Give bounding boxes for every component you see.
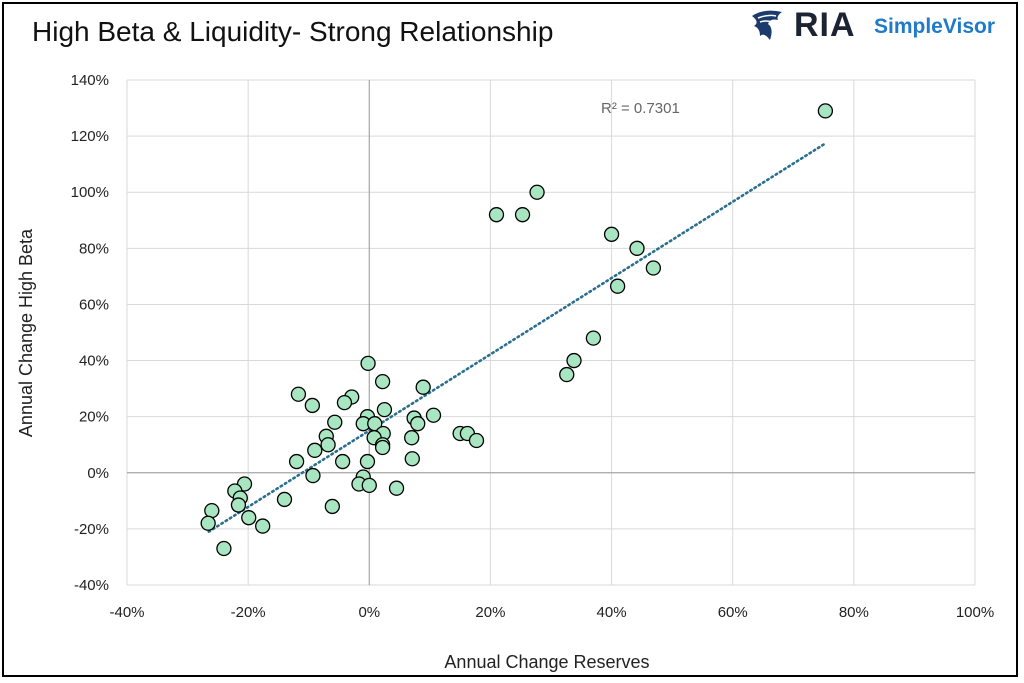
y-tick-label: 40%	[79, 353, 109, 370]
scatter-point	[376, 402, 393, 418]
scatter-point	[585, 330, 602, 346]
scatter-point	[216, 540, 232, 557]
scatter-point	[603, 226, 620, 242]
scatter-point	[415, 379, 431, 395]
scatter-point	[388, 480, 405, 496]
y-tick-label: 60%	[79, 296, 109, 313]
scatter-point	[514, 207, 531, 223]
y-tick-label: 140%	[71, 72, 109, 89]
scatter-point	[359, 453, 376, 470]
scatter-point	[559, 366, 575, 383]
x-tick-label: -40%	[109, 604, 144, 621]
scatter-point	[320, 437, 336, 453]
scatter-point	[200, 515, 216, 531]
y-tick-label: 100%	[71, 184, 109, 201]
grid-lines	[126, 79, 976, 586]
scatter-point	[645, 260, 662, 276]
x-axis-label: Annual Change Reserves	[444, 652, 649, 672]
scatter-point	[468, 432, 485, 449]
scatter-point	[404, 430, 420, 446]
scatter-point	[817, 103, 834, 119]
r-squared-label: R² = 0.7301	[601, 100, 680, 117]
trendline	[207, 143, 825, 533]
logo-ria-text: RIA	[794, 6, 856, 44]
x-tick-label: 20%	[475, 604, 505, 621]
scatter-point	[230, 497, 247, 513]
y-tick-label: 20%	[79, 409, 109, 426]
logo-simplevisor-text: SimpleVisor	[874, 15, 995, 38]
scatter-point	[361, 477, 377, 494]
eagle-logo-icon	[752, 10, 782, 40]
scatter-point	[529, 184, 545, 200]
x-tick-label: 80%	[839, 604, 869, 621]
scatter-point	[241, 510, 257, 526]
x-tick-label: 40%	[597, 604, 627, 621]
scatter-point	[609, 278, 626, 294]
y-tick-label: 120%	[71, 128, 109, 145]
scatter-point	[255, 518, 271, 534]
scatter-point	[629, 240, 645, 256]
scatter-point	[404, 451, 420, 467]
scatter-point	[327, 414, 343, 430]
ria-simplevisor-logo: RIA SimpleVisor	[748, 6, 1008, 50]
trendline-group	[207, 143, 825, 533]
x-tick-label: 60%	[718, 604, 748, 621]
scatter-point	[566, 352, 582, 369]
scatter-point	[290, 386, 307, 402]
scatter-point	[304, 397, 320, 414]
scatter-point	[374, 373, 391, 390]
y-tick-label: 0%	[87, 465, 109, 482]
scatter-point	[488, 207, 505, 223]
scatter-points	[200, 103, 834, 557]
scatter-point	[360, 355, 376, 372]
scatter-point	[276, 491, 293, 508]
scatter-point	[334, 453, 351, 470]
scatter-point	[204, 503, 220, 519]
scatter-point	[374, 439, 391, 456]
chart-title: High Beta & Liquidity- Strong Relationsh…	[32, 16, 554, 47]
y-tick-label: -20%	[74, 521, 109, 538]
scatter-point	[288, 453, 305, 470]
y-tick-labels: -40% -20% 0% 20% 40% 60% 80% 100% 120% 140%	[71, 72, 109, 594]
y-axis-label: Annual Change High Beta	[16, 228, 36, 437]
scatter-point	[305, 467, 321, 484]
x-tick-label: 0%	[358, 604, 380, 621]
x-tick-label: -20%	[231, 604, 266, 621]
x-tick-labels: -40% -20% 0% 20% 40% 60% 80% 100%	[109, 604, 994, 621]
y-tick-label: -40%	[74, 577, 109, 594]
y-tick-label: 80%	[79, 240, 109, 257]
scatter-point	[324, 498, 340, 515]
scatter-point	[410, 416, 426, 432]
scatter-point	[425, 407, 442, 423]
zero-axis-lines	[127, 80, 975, 585]
x-tick-label: 100%	[956, 604, 994, 621]
scatter-point	[336, 394, 353, 411]
scatter-point	[307, 442, 323, 458]
